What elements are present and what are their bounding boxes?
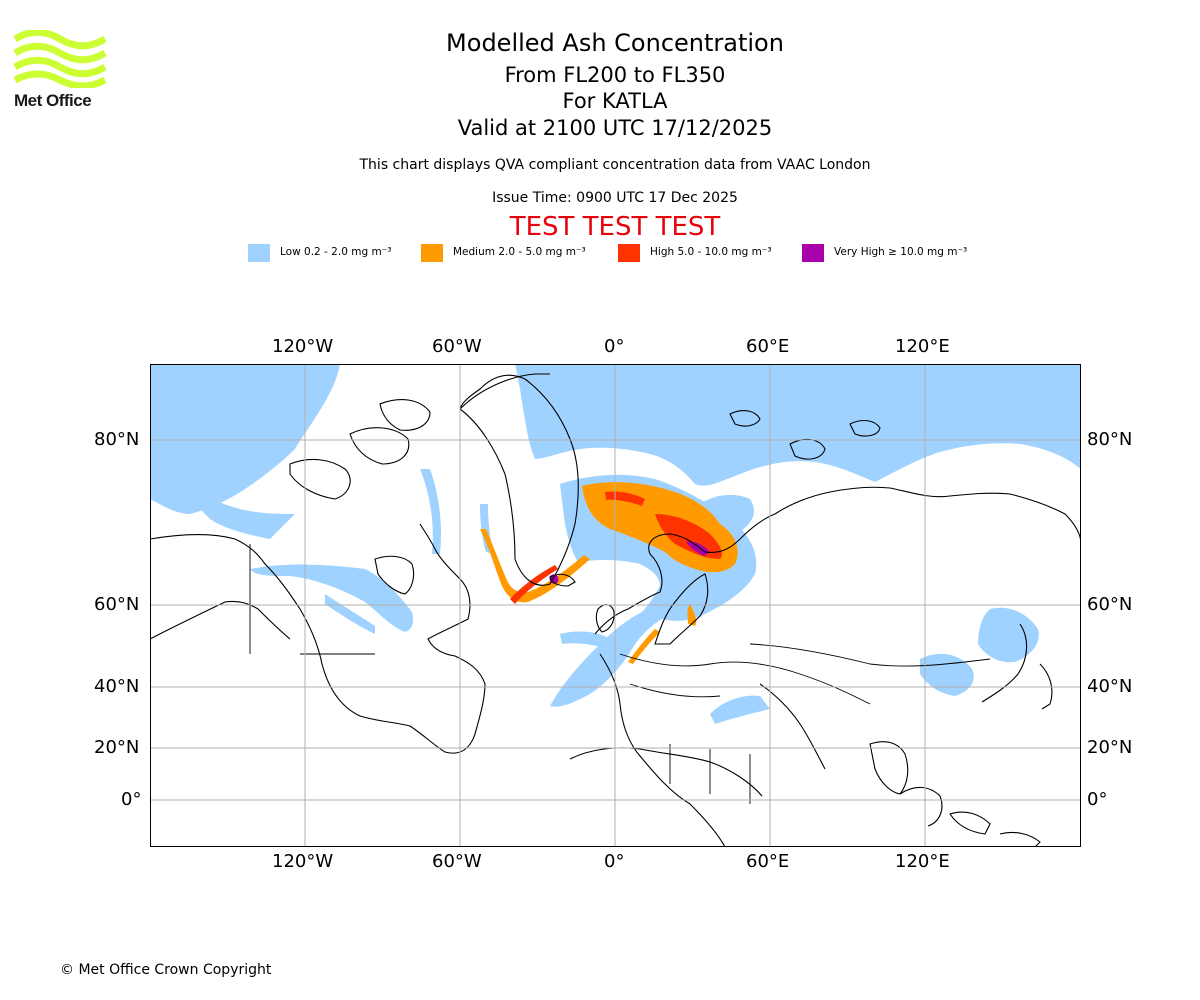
lat-tick-left-0: 0° <box>121 789 142 810</box>
volcano-name: For KATLA <box>562 89 668 113</box>
legend-label-medium: Medium 2.0 - 5.0 mg m⁻³ <box>453 246 586 258</box>
copyright: © Met Office Crown Copyright <box>60 962 272 978</box>
lat-tick-right-40n: 40°N <box>1087 676 1133 697</box>
legend-label-high: High 5.0 - 10.0 mg m⁻³ <box>650 246 772 258</box>
legend-swatch-high <box>618 244 640 262</box>
lon-tick-bottom-120e: 120°E <box>895 851 950 872</box>
lon-tick-top-120e: 120°E <box>895 336 950 357</box>
lat-tick-left-40n: 40°N <box>94 676 140 697</box>
ash-map <box>150 364 1081 847</box>
met-office-logo: Met Office <box>13 28 114 112</box>
legend-label-low: Low 0.2 - 2.0 mg m⁻³ <box>280 246 392 258</box>
legend-swatch-low <box>248 244 270 262</box>
wave-logo-icon <box>13 28 107 90</box>
lon-tick-top-60e: 60°E <box>746 336 790 357</box>
legend-swatch-very-high <box>802 244 824 262</box>
lon-tick-top-60w: 60°W <box>432 336 482 357</box>
lat-tick-right-60n: 60°N <box>1087 594 1133 615</box>
legend-label-very-high: Very High ≥ 10.0 mg m⁻³ <box>834 246 968 258</box>
qva-note: This chart displays QVA compliant concen… <box>359 157 871 173</box>
lat-tick-right-0: 0° <box>1087 789 1108 810</box>
chart-title: Modelled Ash Concentration <box>446 29 784 57</box>
issue-time: Issue Time: 0900 UTC 17 Dec 2025 <box>492 190 738 206</box>
lat-tick-right-80n: 80°N <box>1087 429 1133 450</box>
valid-time: Valid at 2100 UTC 17/12/2025 <box>457 116 773 140</box>
lon-tick-bottom-60w: 60°W <box>432 851 482 872</box>
coastlines <box>150 373 1081 847</box>
lon-tick-top-0: 0° <box>604 336 625 357</box>
test-banner: TEST TEST TEST <box>509 212 721 242</box>
logo-text: Met Office <box>14 91 92 110</box>
lon-tick-bottom-60e: 60°E <box>746 851 790 872</box>
legend-swatch-medium <box>421 244 443 262</box>
map-frame <box>150 364 1081 847</box>
lon-tick-top-120w: 120°W <box>272 336 334 357</box>
lon-tick-bottom-120w: 120°W <box>272 851 334 872</box>
lat-tick-left-80n: 80°N <box>94 429 140 450</box>
gridlines <box>150 364 1081 847</box>
lat-tick-right-20n: 20°N <box>1087 737 1133 758</box>
lon-tick-bottom-0: 0° <box>604 851 625 872</box>
lat-tick-left-60n: 60°N <box>94 594 140 615</box>
lat-tick-left-20n: 20°N <box>94 737 140 758</box>
flight-levels: From FL200 to FL350 <box>504 63 726 87</box>
